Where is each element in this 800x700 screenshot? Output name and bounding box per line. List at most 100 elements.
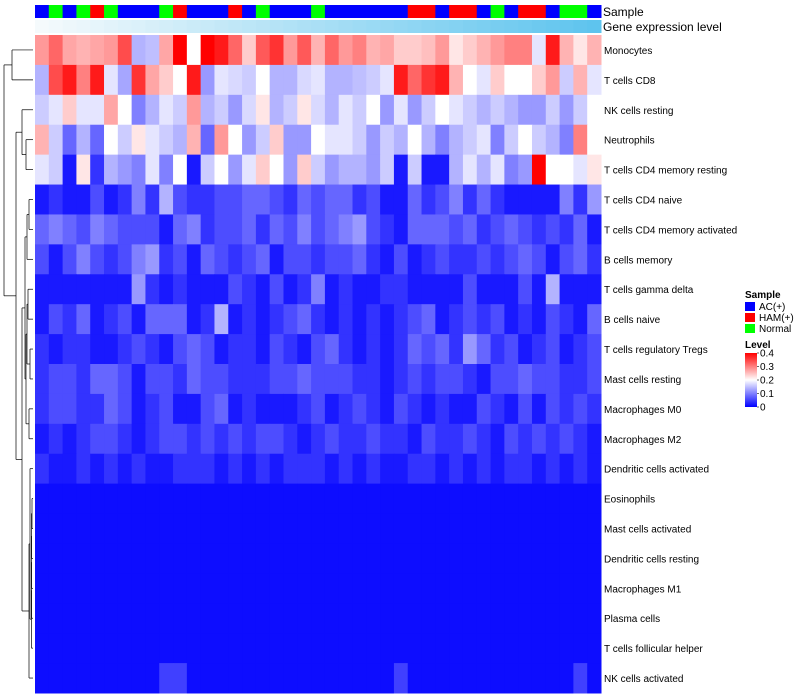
heatmap-cell bbox=[573, 214, 588, 245]
heatmap-cell bbox=[76, 304, 91, 335]
heatmap-cell bbox=[393, 184, 409, 215]
heatmap-cell bbox=[435, 633, 450, 664]
heatmap-cell bbox=[531, 393, 547, 425]
heatmap-cell bbox=[573, 244, 588, 275]
heatmap-cell bbox=[242, 633, 257, 664]
heatmap-cell bbox=[476, 603, 492, 634]
heatmap-cell bbox=[559, 184, 574, 215]
heatmap-cell bbox=[435, 244, 450, 275]
heatmap-cell bbox=[407, 513, 423, 544]
heatmap-cell bbox=[352, 483, 367, 515]
heatmap-cell bbox=[545, 663, 561, 694]
heatmap-cell bbox=[283, 124, 298, 156]
heatmap-cell bbox=[393, 334, 409, 365]
heatmap-cell bbox=[200, 543, 215, 574]
heatmap-cell bbox=[476, 393, 492, 425]
heatmap-cell bbox=[449, 64, 464, 96]
heatmap-cell bbox=[393, 663, 409, 694]
heatmap-cell bbox=[90, 94, 105, 126]
heatmap-cell bbox=[48, 154, 64, 186]
heatmap-cell bbox=[366, 423, 381, 455]
heatmap-cell bbox=[380, 483, 395, 515]
heatmap-cell bbox=[352, 244, 367, 275]
heatmap-cell bbox=[324, 274, 340, 305]
heatmap-cell bbox=[407, 543, 423, 574]
heatmap-cell bbox=[449, 423, 464, 455]
heatmap-cell bbox=[449, 573, 464, 604]
heatmap-cell bbox=[145, 274, 160, 305]
heatmap-cell bbox=[559, 214, 574, 245]
heatmap-cell bbox=[104, 304, 119, 335]
heatmap-cell bbox=[131, 334, 146, 365]
heatmap-cell bbox=[421, 35, 436, 66]
heatmap-cell bbox=[545, 214, 561, 245]
heatmap-cell bbox=[518, 603, 533, 634]
heatmap-cell bbox=[338, 274, 354, 305]
heatmap-cell bbox=[117, 154, 133, 186]
heatmap-cell bbox=[104, 573, 119, 604]
sample-annotation-cell bbox=[255, 5, 271, 18]
heatmap-cell bbox=[435, 603, 450, 634]
heatmap-cell bbox=[352, 633, 367, 664]
heatmap-cell bbox=[62, 663, 77, 694]
heatmap-cell bbox=[490, 543, 505, 574]
sample-annotation-cell bbox=[35, 5, 50, 18]
heatmap-cell bbox=[324, 393, 340, 425]
expression-annotation-cell bbox=[366, 20, 381, 33]
heatmap-cell bbox=[587, 453, 602, 485]
heatmap-cell bbox=[531, 364, 547, 395]
heatmap-cell bbox=[117, 573, 133, 604]
heatmap-cell bbox=[504, 274, 519, 305]
heatmap-cell bbox=[214, 364, 229, 395]
heatmap-cell bbox=[462, 274, 478, 305]
heatmap-cell bbox=[228, 573, 243, 604]
heatmap-cell bbox=[449, 274, 464, 305]
level-tick-label: 0.2 bbox=[760, 376, 774, 387]
heatmap-cell bbox=[504, 154, 519, 186]
row-label: T cells follicular helper bbox=[604, 644, 703, 655]
heatmap-cell bbox=[104, 364, 119, 395]
heatmap-cell bbox=[504, 184, 519, 215]
heatmap-cell bbox=[269, 663, 284, 694]
heatmap-cell bbox=[324, 633, 340, 664]
heatmap-cell bbox=[90, 334, 105, 365]
heatmap-cell bbox=[504, 214, 519, 245]
heatmap-cell bbox=[242, 154, 257, 186]
heatmap-cell bbox=[297, 35, 312, 66]
heatmap-cell bbox=[573, 603, 588, 634]
heatmap-cell bbox=[173, 364, 188, 395]
heatmap-cell bbox=[255, 483, 271, 515]
heatmap-cell bbox=[449, 663, 464, 694]
heatmap-cell bbox=[476, 244, 492, 275]
heatmap-cell bbox=[435, 573, 450, 604]
heatmap-cell bbox=[462, 633, 478, 664]
heatmap-cell bbox=[518, 184, 533, 215]
sample-annotation-cell bbox=[559, 5, 574, 18]
heatmap-cell bbox=[380, 573, 395, 604]
heatmap-cell bbox=[228, 513, 243, 544]
heatmap-cell bbox=[338, 603, 354, 634]
heatmap-cell bbox=[587, 304, 602, 335]
heatmap-cell bbox=[173, 603, 188, 634]
heatmap-cell bbox=[324, 214, 340, 245]
heatmap-cell bbox=[297, 94, 312, 126]
heatmap-cell bbox=[283, 364, 298, 395]
row-label: Mast cells resting bbox=[604, 375, 681, 386]
heatmap-cell bbox=[490, 214, 505, 245]
heatmap-cell bbox=[531, 603, 547, 634]
heatmap-cell bbox=[214, 35, 229, 66]
heatmap-cell bbox=[518, 244, 533, 275]
heatmap-cell bbox=[490, 483, 505, 515]
row-label: T cells CD4 memory activated bbox=[604, 225, 737, 236]
heatmap-cell bbox=[421, 543, 436, 574]
heatmap-cell bbox=[283, 483, 298, 515]
heatmap-cell bbox=[380, 64, 395, 96]
heatmap-cell bbox=[297, 393, 312, 425]
heatmap-cell bbox=[255, 64, 271, 96]
heatmap-cell bbox=[531, 304, 547, 335]
heatmap-cell bbox=[228, 64, 243, 96]
heatmap-cell bbox=[117, 603, 133, 634]
heatmap-cell bbox=[462, 35, 478, 66]
heatmap-cell bbox=[214, 94, 229, 126]
heatmap-cell bbox=[242, 184, 257, 215]
